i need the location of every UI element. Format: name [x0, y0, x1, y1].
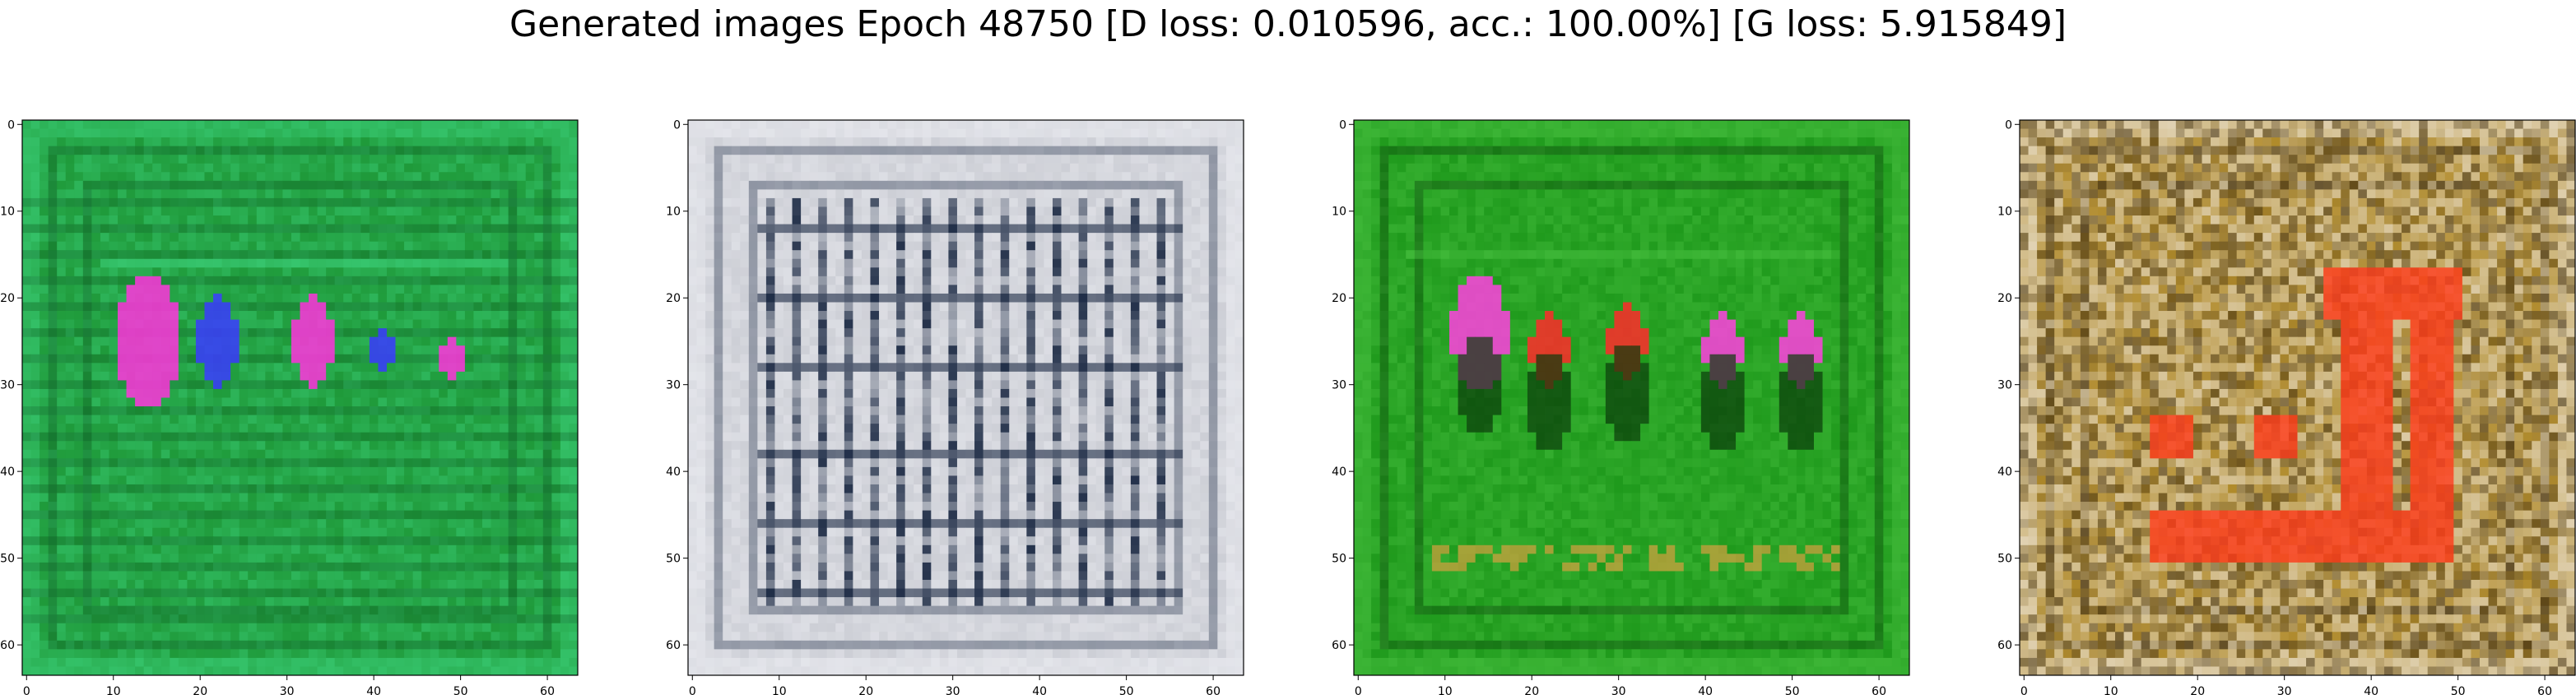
- y-tick-label: 30: [0, 379, 15, 392]
- y-tick-label: 0: [2005, 118, 2012, 132]
- x-tick-label: 60: [1872, 685, 1886, 695]
- x-tick-label: 0: [1355, 685, 1362, 695]
- x-tick-label: 40: [1032, 685, 1047, 695]
- y-tick-label: 50: [666, 553, 681, 566]
- y-tick-label: 30: [1332, 379, 1346, 392]
- x-tick-label: 60: [540, 685, 555, 695]
- y-tick-label: 40: [1332, 466, 1346, 479]
- axes-frame: [21, 119, 579, 676]
- y-tick-label: 60: [1332, 639, 1346, 652]
- x-tick-label: 0: [689, 685, 696, 695]
- y-tick-label: 20: [1997, 292, 2012, 305]
- x-tick-label: 30: [1611, 685, 1626, 695]
- x-tick-label: 50: [2451, 685, 2466, 695]
- image-pixels: [688, 120, 1244, 676]
- y-tick-label: 10: [0, 206, 15, 219]
- y-tick-label: 20: [666, 292, 681, 305]
- x-tick-label: 20: [1524, 685, 1539, 695]
- y-tick-label: 10: [1332, 206, 1346, 219]
- y-tick-label: 60: [0, 639, 15, 652]
- image-pixels: [2020, 120, 2576, 676]
- image-pixels: [22, 120, 579, 676]
- x-tick-label: 30: [2277, 685, 2292, 695]
- x-tick-label: 40: [1698, 685, 1713, 695]
- x-tick-label: 20: [2190, 685, 2205, 695]
- x-tick-label: 30: [280, 685, 295, 695]
- y-tick-label: 20: [0, 292, 15, 305]
- x-tick-label: 60: [1206, 685, 1221, 695]
- y-tick-label: 10: [1997, 206, 2012, 219]
- y-tick-label: 40: [666, 466, 681, 479]
- x-tick-label: 10: [106, 685, 121, 695]
- x-tick-label: 50: [1119, 685, 1134, 695]
- y-tick-label: 0: [7, 118, 15, 132]
- y-tick-label: 10: [666, 206, 681, 219]
- image-panel-3: 0 10 20 30 40 50 60 0 10 20 30 40 50 60: [1332, 118, 1910, 695]
- axes-frame: [687, 119, 1244, 676]
- y-tick-label: 0: [1339, 118, 1346, 132]
- image-panel-4: 0 10 20 30 40 50 60 0 10 20 30 40 50 60: [1997, 118, 2576, 695]
- x-tick-label: 0: [2020, 685, 2028, 695]
- y-tick-label: 30: [666, 379, 681, 392]
- y-tick-label: 50: [0, 553, 15, 566]
- x-tick-label: 10: [2104, 685, 2118, 695]
- image-panel-1: 0 10 20 30 40 50 60 0 10 20 30 40 50 60: [0, 118, 579, 695]
- y-tick-label: 20: [1332, 292, 1346, 305]
- x-tick-label: 20: [858, 685, 873, 695]
- y-tick-label: 60: [1997, 639, 2012, 652]
- image-pixels: [1354, 120, 1910, 676]
- y-tick-label: 50: [1332, 553, 1346, 566]
- y-tick-label: 40: [0, 466, 15, 479]
- x-tick-label: 20: [193, 685, 207, 695]
- x-tick-label: 10: [772, 685, 787, 695]
- x-tick-label: 40: [2364, 685, 2378, 695]
- y-tick-label: 60: [666, 639, 681, 652]
- x-tick-label: 30: [946, 685, 960, 695]
- axes-frame: [2019, 119, 2576, 676]
- x-tick-label: 60: [2537, 685, 2552, 695]
- x-tick-label: 10: [1438, 685, 1453, 695]
- x-tick-label: 0: [23, 685, 30, 695]
- axes-frame: [1353, 119, 1910, 676]
- x-tick-label: 50: [453, 685, 468, 695]
- y-tick-label: 30: [1997, 379, 2012, 392]
- x-tick-label: 40: [366, 685, 381, 695]
- y-tick-label: 50: [1997, 553, 2012, 566]
- y-tick-label: 40: [1997, 466, 2012, 479]
- x-tick-label: 50: [1785, 685, 1800, 695]
- figure-title: Generated images Epoch 48750 [D loss: 0.…: [509, 3, 2067, 45]
- y-tick-label: 0: [673, 118, 681, 132]
- image-panel-2: 0 10 20 30 40 50 60 0 10 20 30 40 50 60: [666, 118, 1244, 695]
